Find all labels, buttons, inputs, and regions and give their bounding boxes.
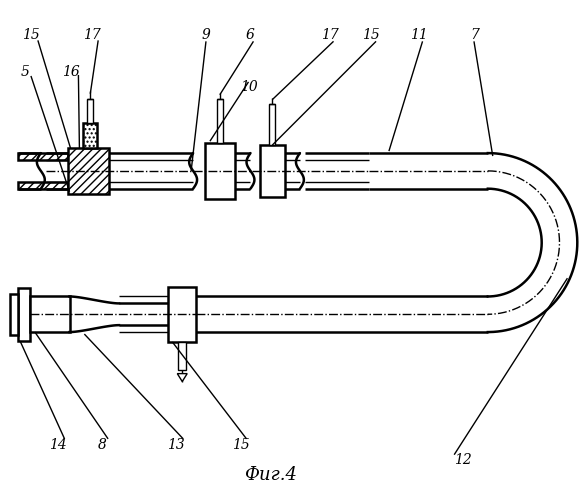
Bar <box>10 294 18 335</box>
Text: 14: 14 <box>49 438 67 452</box>
Bar <box>83 124 97 148</box>
Text: 10: 10 <box>240 80 257 94</box>
Text: 6: 6 <box>246 28 255 42</box>
Bar <box>178 342 186 369</box>
Text: 16: 16 <box>62 65 79 79</box>
Bar <box>87 98 93 124</box>
Bar <box>18 153 67 160</box>
Text: 15: 15 <box>362 28 380 42</box>
Bar <box>269 104 275 145</box>
Text: Фиг.4: Фиг.4 <box>244 466 297 484</box>
Bar <box>260 145 285 197</box>
Text: 7: 7 <box>471 28 479 42</box>
Bar <box>30 296 70 332</box>
Text: 9: 9 <box>202 28 210 42</box>
Text: 5: 5 <box>21 65 29 79</box>
Bar <box>168 286 196 342</box>
Text: 15: 15 <box>231 438 250 452</box>
Text: 17: 17 <box>321 28 339 42</box>
Text: 11: 11 <box>410 28 427 42</box>
Bar <box>67 148 109 194</box>
Text: 13: 13 <box>168 438 185 452</box>
Bar <box>18 182 67 188</box>
Text: 8: 8 <box>98 438 107 452</box>
Text: 12: 12 <box>454 452 472 466</box>
Text: 15: 15 <box>22 28 40 42</box>
Bar <box>18 288 30 341</box>
Text: 17: 17 <box>83 28 101 42</box>
Bar <box>205 143 234 199</box>
Bar <box>217 98 223 143</box>
Polygon shape <box>178 374 187 382</box>
